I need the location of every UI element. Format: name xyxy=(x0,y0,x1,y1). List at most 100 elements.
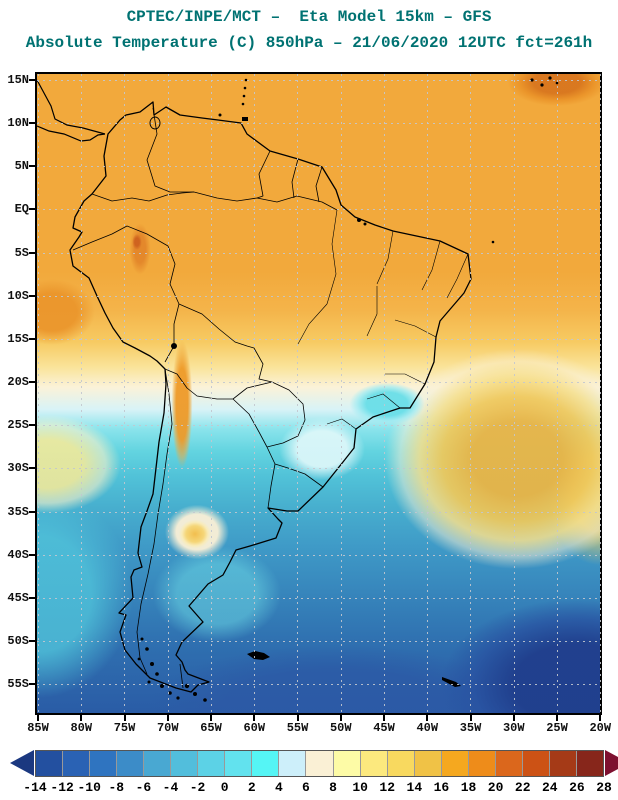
lon-tick-mark xyxy=(123,715,126,721)
lon-tick-mark xyxy=(512,715,515,721)
lon-tick-mark xyxy=(210,715,212,721)
colorbar-tick-label: 0 xyxy=(220,780,229,795)
lon-tick-label: 40W xyxy=(416,721,439,735)
colorbar-cell-20 xyxy=(575,751,603,776)
lat-tick-mark xyxy=(29,122,35,125)
lon-tick-label: 80W xyxy=(70,721,93,735)
lat-tick-label: 15S xyxy=(7,331,29,346)
lon-tick-mark xyxy=(296,715,299,721)
colorbar-cells xyxy=(35,750,604,777)
colorbar-cell-18 xyxy=(521,751,549,776)
colorbar-cell-4 xyxy=(143,751,171,776)
lon-tick-label: 70W xyxy=(156,721,179,735)
colorbar-cell-12 xyxy=(359,751,387,776)
colorbar-cell-15 xyxy=(440,751,468,776)
south-georgia-island xyxy=(442,677,461,687)
lake-titicaca xyxy=(171,343,177,349)
lat-tick-mark xyxy=(29,381,35,384)
lat-tick-mark xyxy=(29,251,35,254)
lat-tick-label: 25S xyxy=(7,418,29,433)
lat-tick-mark xyxy=(29,294,35,297)
colorbar-tick-label: -2 xyxy=(189,780,206,795)
colorbar-cell-0 xyxy=(36,751,63,776)
lat-tick-mark xyxy=(29,683,35,686)
lon-tick-label: 65W xyxy=(200,721,222,735)
lon-tick-label: 45W xyxy=(373,721,395,735)
colorbar-tick-label: 18 xyxy=(460,780,477,795)
lake-maracaibo xyxy=(149,116,161,130)
colorbar-cell-1 xyxy=(62,751,90,776)
latitude-axis: 15N 10N 5N EQ 5S 10S 15S 20S 25S 30S 35S 40S 45S 50S 5… xyxy=(0,72,35,715)
colorbar-tick-label: -14 xyxy=(23,780,47,795)
colorbar-tick-label: 6 xyxy=(302,780,310,795)
chart-title: CPTEC/INPE/MCT – Eta Model 15km – GFS xyxy=(126,8,492,26)
lat-tick-mark xyxy=(29,467,35,470)
lon-tick-mark xyxy=(469,715,472,721)
lat-tick-mark xyxy=(29,79,35,81)
lat-tick-label: 45S xyxy=(7,590,29,605)
longitude-axis: 85W 80W 75W 70W 65W 60W 55W 50W 45W 40W 35W 30W 25W 2… xyxy=(0,715,618,739)
lon-tick-label: 25W xyxy=(546,721,568,735)
lat-tick-mark xyxy=(29,553,35,556)
lon-tick-mark xyxy=(556,715,558,721)
colorbar-cell-10 xyxy=(305,751,333,776)
lat-tick-label: 15N xyxy=(7,73,29,87)
state-borders xyxy=(297,209,469,430)
lon-tick-label: 55W xyxy=(286,721,309,735)
colorbar-tick-label: 24 xyxy=(541,780,558,795)
lon-tick-label: 75W xyxy=(113,721,136,735)
lon-tick-mark xyxy=(166,715,169,721)
colorbar-tick-label: 22 xyxy=(514,780,531,795)
lat-tick-label: 50S xyxy=(7,633,29,648)
lat-tick-mark xyxy=(29,639,35,642)
colorbar-left-arrow-icon xyxy=(10,750,34,776)
colorbar-cell-19 xyxy=(548,751,576,776)
colorbar-right-arrow-icon xyxy=(605,750,618,776)
country-borders xyxy=(72,107,338,689)
lat-tick-mark xyxy=(29,337,35,340)
colorbar-tick-label: -12 xyxy=(50,780,74,795)
lat-tick-label: 40S xyxy=(7,547,29,562)
colorbar-cell-5 xyxy=(170,751,198,776)
colorbar-cell-7 xyxy=(224,751,252,776)
colorbar-tick-label: -10 xyxy=(77,780,101,795)
map-frame xyxy=(35,72,602,715)
lat-tick-label: 35S xyxy=(7,504,29,519)
colorbar-tick-label: 14 xyxy=(406,780,423,795)
colorbar-cell-16 xyxy=(467,751,495,776)
lat-tick-label: EQ xyxy=(14,202,29,217)
lat-tick-mark xyxy=(29,165,35,168)
lon-tick-mark xyxy=(599,715,602,721)
lon-tick-label: 35W xyxy=(459,721,482,735)
gridline-lon-20W xyxy=(599,74,601,713)
lat-tick-mark xyxy=(29,510,35,513)
colorbar-cell-13 xyxy=(386,751,414,776)
lat-tick-label: 10N xyxy=(7,116,29,131)
lat-tick-label: 10S xyxy=(7,288,29,303)
colorbar-tick-label: 28 xyxy=(596,780,612,795)
lat-tick-mark xyxy=(29,208,35,211)
colorbar-tick-label: -4 xyxy=(162,780,179,795)
falkland-islands xyxy=(247,651,270,660)
chart-subtitle: Absolute Temperature (C) 850hPa – 21/06/… xyxy=(25,34,593,52)
colorbar-cell-9 xyxy=(278,751,306,776)
colorbar-tick-label: 12 xyxy=(379,780,396,795)
lat-tick-mark xyxy=(29,424,35,427)
colorbar-tick-label: -8 xyxy=(108,780,125,795)
lon-tick-mark xyxy=(253,715,256,721)
coastline-overlay xyxy=(37,76,559,702)
colorbar-cell-6 xyxy=(197,751,225,776)
colorbar-tick-label: 4 xyxy=(274,780,283,795)
lon-tick-mark xyxy=(80,715,83,721)
colorbar-cell-8 xyxy=(251,751,279,776)
colorbar-tick-label: 26 xyxy=(569,780,585,795)
temperature-colorbar: -14 -12 -10 -8 -6 -4 -2 0 2 4 6 8 10 12 14 16 18 20 22 24 26… xyxy=(10,750,618,798)
lon-tick-label: 30W xyxy=(502,721,525,735)
coastline-central-america-pacific xyxy=(37,125,106,142)
lon-tick-mark xyxy=(383,715,385,721)
temperature-field xyxy=(37,74,600,713)
colorbar-cell-3 xyxy=(116,751,144,776)
lon-tick-label: 50W xyxy=(329,721,352,735)
lon-tick-mark xyxy=(426,715,429,721)
lon-tick-label: 85W xyxy=(27,721,49,735)
